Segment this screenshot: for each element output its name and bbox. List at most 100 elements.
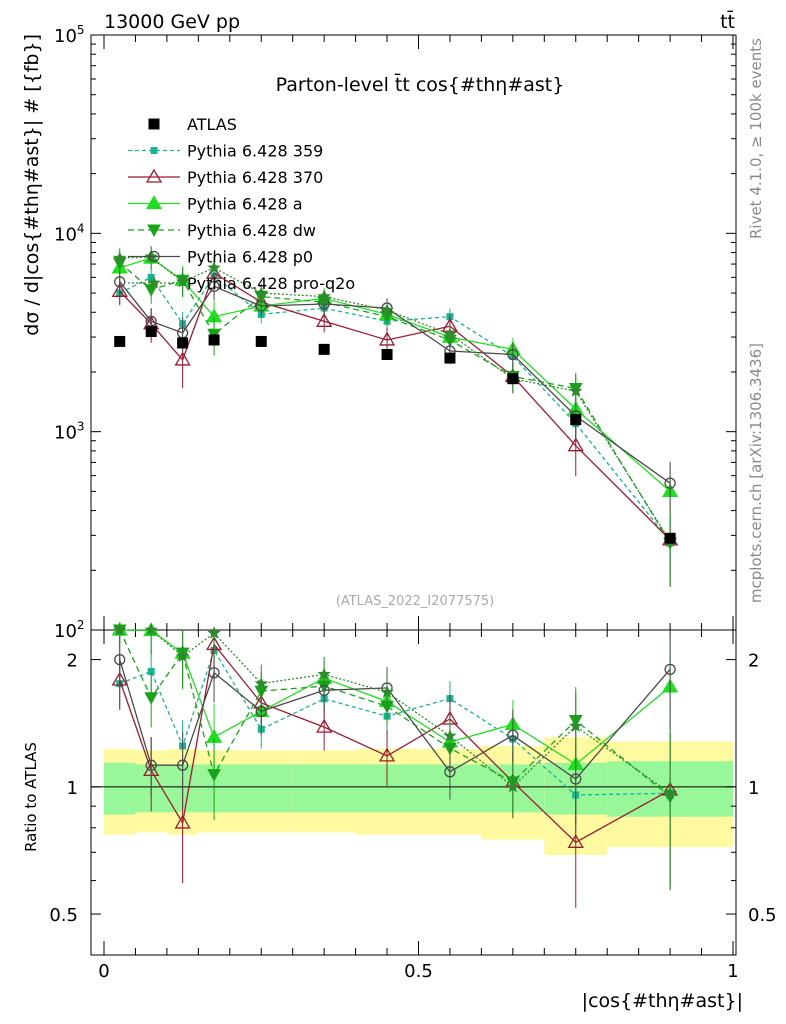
side-label-bottom: mcplots.cern.ch [arXiv:1306.3436] [747, 343, 765, 603]
x-tick-label: 0 [98, 961, 109, 982]
atlas-data-point [255, 335, 267, 347]
ratio-data-point [507, 729, 519, 741]
y-tick-label: 103 [54, 420, 85, 444]
y-tick-label: 104 [54, 221, 85, 245]
series-line [119, 274, 671, 542]
data-point [443, 327, 457, 340]
ratio-data-point [145, 759, 157, 771]
ratio-band-inner [104, 762, 136, 815]
ratio-data-point [570, 773, 582, 785]
ratio-data-point [174, 814, 191, 829]
x-axis-label: |cos{#thη#ast}| [582, 990, 743, 1012]
x-tick-label: 0.5 [404, 961, 433, 982]
ratio-data-point [378, 747, 396, 762]
plot-title: Parton-level t̄t cos{#thη#ast} [276, 72, 565, 96]
ratio-data-point [316, 718, 333, 733]
legend-marker [147, 276, 161, 289]
series-line [119, 256, 671, 542]
atlas-data-point [570, 414, 582, 426]
ratio-data-point [147, 667, 155, 675]
ratio-data-point [176, 649, 190, 662]
atlas-data-point [318, 343, 330, 355]
data-point [111, 283, 128, 297]
legend-marker [145, 168, 163, 183]
ratio-data-point [176, 759, 189, 771]
data-point [147, 273, 155, 281]
legend-label: Pythia 6.428 p0 [187, 248, 313, 267]
ratio-data-point [317, 667, 331, 680]
ratio-tick-label: 2 [67, 651, 78, 672]
legend-label: Pythia 6.428 359 [187, 142, 323, 161]
atlas-data-point [507, 373, 519, 385]
ratio-band-inner [229, 764, 293, 813]
atlas-data-point [444, 352, 456, 364]
atlas-data-point [664, 532, 676, 544]
data-point [254, 286, 268, 299]
y-tick-label: 102 [54, 618, 85, 642]
series-line [119, 281, 671, 484]
ratio-data-point [144, 623, 158, 636]
side-label-top: Rivet 4.1.0, ≥ 100k events [747, 38, 765, 239]
atlas-data-point [114, 335, 126, 347]
atlas-data-point [145, 325, 157, 337]
atlas-data-point [381, 348, 393, 360]
ratio-data-point [207, 769, 221, 782]
atlas-data-point [177, 337, 189, 349]
data-point [208, 280, 220, 293]
data-point [380, 303, 394, 316]
ratio-data-point [207, 626, 221, 639]
x-tick-label: 1 [727, 961, 738, 982]
atlas-data-point [208, 334, 220, 346]
ratio-data-point [114, 653, 126, 666]
data-point [113, 251, 127, 264]
data-point [174, 351, 191, 366]
ratio-data-point [113, 623, 127, 636]
data-point [317, 289, 331, 303]
ratio-tick-label: 1 [748, 778, 759, 799]
header-right: tt̄ [720, 9, 735, 33]
ratio-data-point [444, 766, 456, 778]
ratio-tick-label: 0.5 [748, 905, 777, 926]
ratio-data-point [506, 779, 520, 793]
ratio-data-point [380, 685, 394, 698]
ratio-series-line [119, 648, 671, 796]
legend-marker [147, 224, 161, 238]
legend-label: Pythia 6.428 a [187, 195, 303, 214]
legend-label: Pythia 6.428 pro-q2o [187, 274, 355, 293]
ratio-data-point [569, 719, 583, 732]
data-point [664, 477, 676, 489]
ratio-tick-label: 0.5 [49, 905, 78, 926]
header-left: 13000 GeV pp [104, 11, 240, 33]
watermark: (ATLAS_2022_I2077575) [336, 594, 494, 609]
data-point [378, 331, 396, 346]
data-point [176, 274, 190, 288]
data-point [207, 260, 221, 274]
y-tick-label: 105 [54, 23, 85, 47]
ratio-data-point [567, 834, 584, 848]
ratio-band-inner [292, 764, 356, 813]
ratio-tick-label: 2 [748, 651, 759, 672]
ratio-data-point [664, 663, 676, 675]
data-point [114, 276, 126, 288]
legend-marker [148, 118, 160, 130]
data-point [507, 348, 519, 361]
ratio-data-point [255, 705, 267, 717]
ratio-data-point [254, 676, 268, 690]
legend-marker [150, 147, 158, 154]
ratio-data-point [443, 729, 457, 742]
legend-marker [145, 195, 163, 210]
ratio-data-point [663, 786, 677, 799]
data-point [567, 437, 584, 452]
legend-label: Pythia 6.428 370 [187, 168, 323, 187]
y-axis-label: dσ / d|cos{#thη#ast}| # [{fb}] [21, 34, 43, 336]
ratio-tick-label: 1 [67, 778, 78, 799]
ratio-plot-frame [90, 629, 737, 956]
ratio-data-point [144, 692, 159, 705]
legend-label: ATLAS [187, 115, 237, 134]
legend-marker [148, 250, 160, 263]
data-point [569, 384, 583, 397]
legend-label: Pythia 6.428 dw [187, 221, 316, 240]
ratio-data-point [208, 667, 220, 679]
data-point [316, 313, 333, 327]
